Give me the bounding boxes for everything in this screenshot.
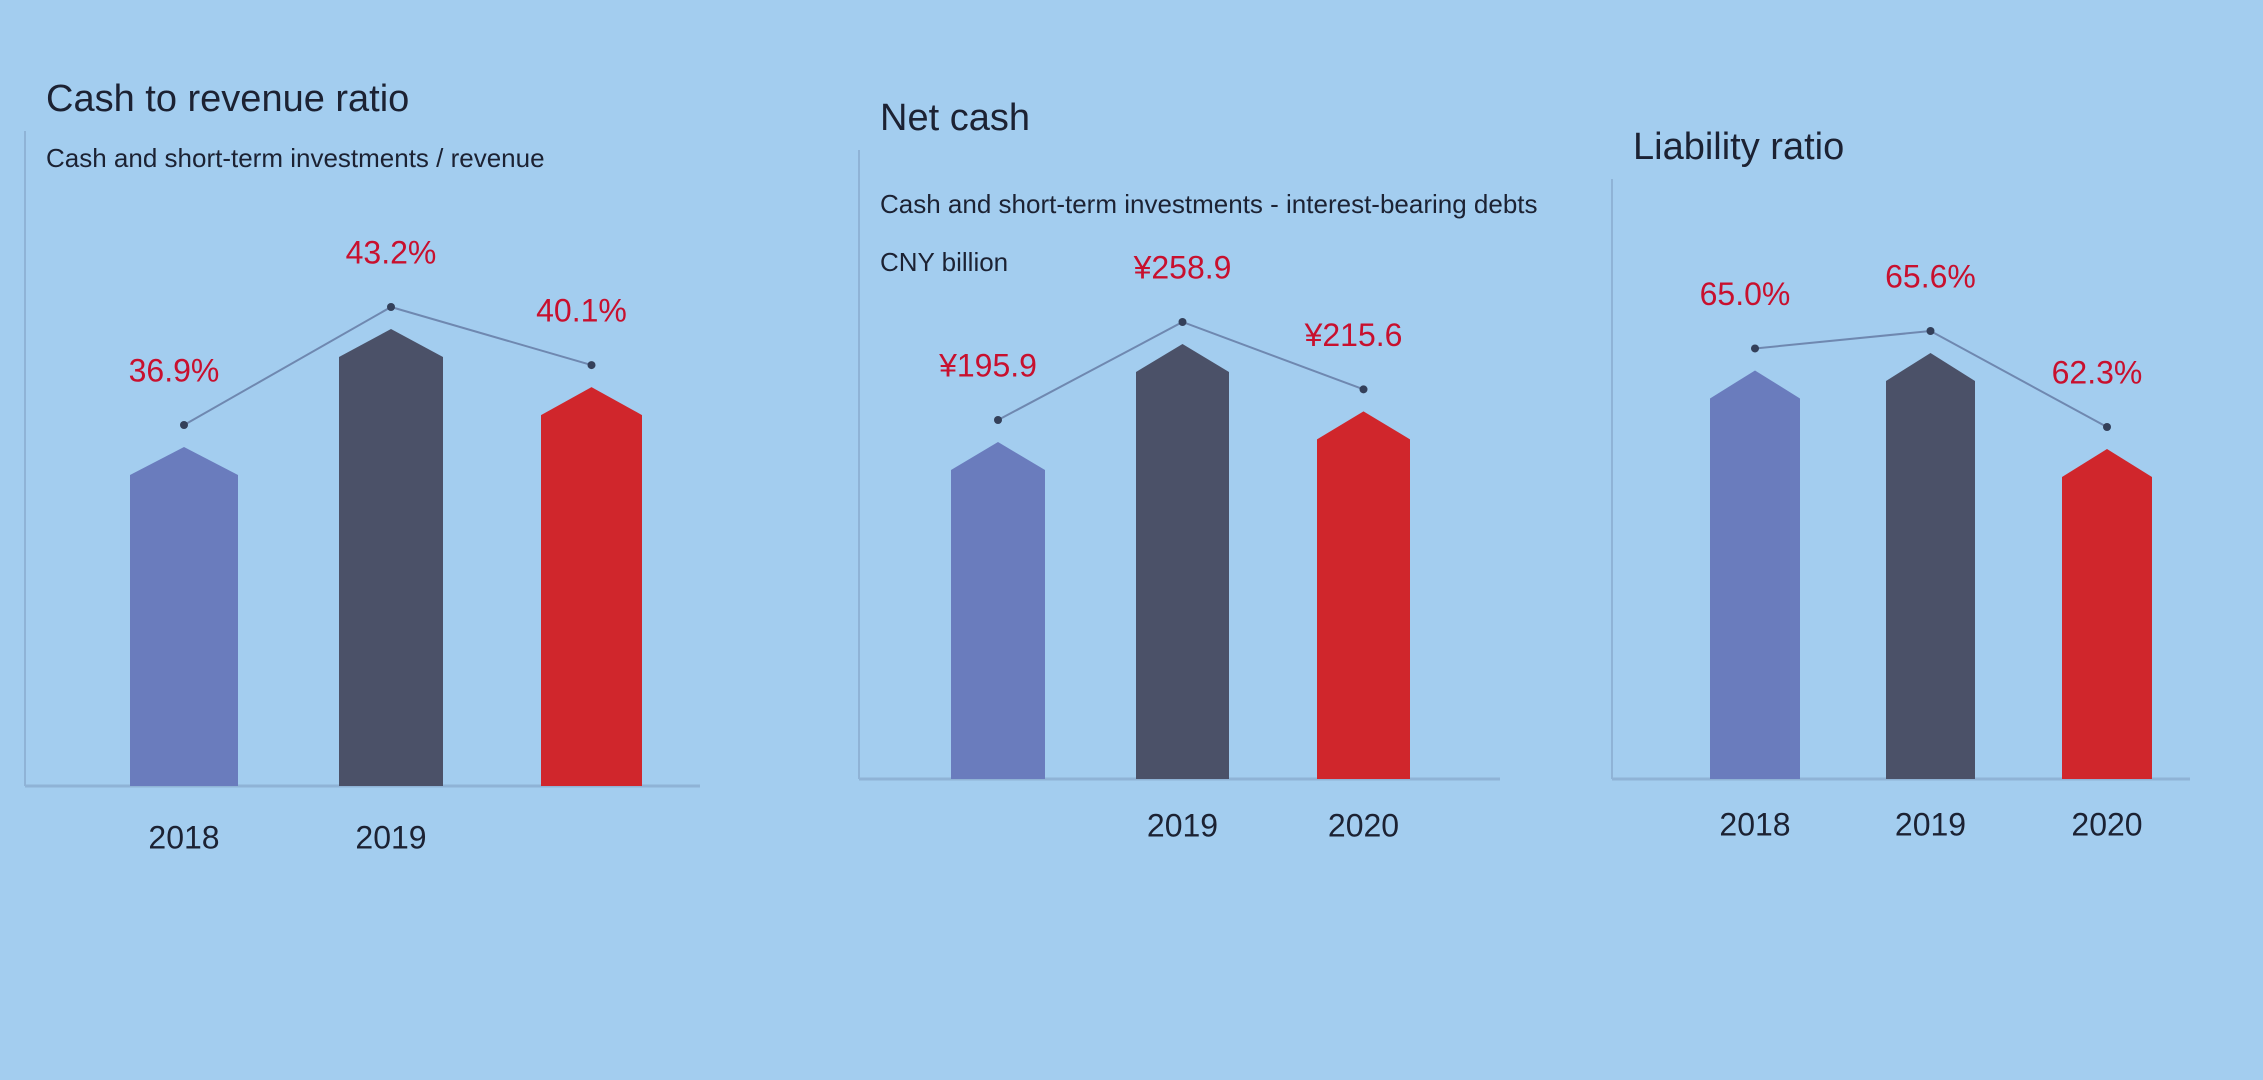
value-label: 65.0%	[1700, 276, 1791, 312]
bar	[541, 387, 642, 786]
chart-title: Liability ratio	[1633, 126, 1844, 168]
point	[387, 303, 395, 311]
bar	[1136, 344, 1229, 779]
bar	[1710, 370, 1800, 779]
value-label: 43.2%	[346, 234, 437, 270]
x-tick-label: 2020	[2071, 806, 2142, 842]
value-label: 62.3%	[2052, 354, 2143, 390]
x-tick-label: 2018	[148, 819, 219, 855]
bar	[2062, 449, 2152, 779]
chart-title: Net cash	[880, 97, 1030, 139]
point	[1178, 318, 1187, 326]
value-label: 36.9%	[129, 352, 220, 388]
chart-subtitle: Cash and short-term investments - intere…	[880, 189, 1538, 219]
value-label: ¥195.9	[938, 347, 1037, 383]
x-tick-label: 2018	[1719, 806, 1790, 842]
bar	[339, 329, 443, 786]
value-label: ¥258.9	[1133, 249, 1232, 285]
point	[587, 361, 596, 370]
point	[1751, 344, 1759, 353]
x-tick-label: 2019	[355, 819, 426, 855]
x-tick-label: 2020	[1328, 807, 1399, 843]
value-label: 40.1%	[536, 293, 627, 329]
bar	[951, 442, 1045, 779]
point	[1359, 385, 1368, 394]
unit-note: CNY billion	[880, 247, 1008, 277]
point	[1926, 327, 1935, 335]
value-label: 65.6%	[1885, 258, 1976, 294]
value-label: ¥215.6	[1304, 317, 1403, 353]
x-tick-label: 2019	[1147, 807, 1218, 843]
point	[994, 416, 1002, 424]
bar	[1886, 353, 1975, 779]
chart-title: Cash to revenue ratio	[46, 78, 409, 120]
x-tick-label: 2019	[1895, 806, 1966, 842]
point	[180, 421, 188, 429]
bar	[1317, 411, 1410, 779]
bar	[130, 447, 238, 786]
point	[2103, 423, 2111, 431]
chart-subtitle: Cash and short-term investments / revenu…	[46, 143, 545, 173]
